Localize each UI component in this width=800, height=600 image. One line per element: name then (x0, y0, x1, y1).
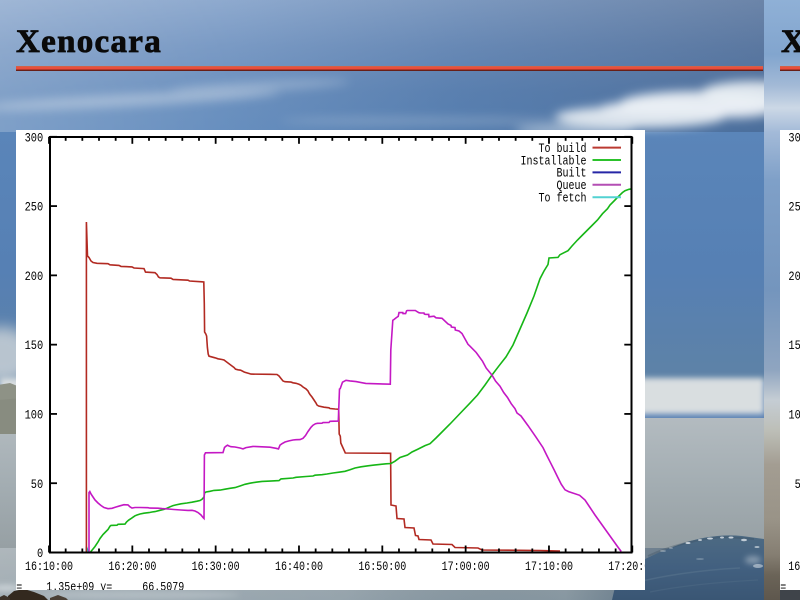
svg-text:0: 0 (37, 547, 43, 561)
svg-text:300: 300 (788, 131, 800, 145)
svg-text:50: 50 (795, 478, 800, 492)
svg-text:250: 250 (25, 201, 44, 215)
svg-text:16:50:00: 16:50:00 (358, 560, 406, 574)
svg-text:100: 100 (788, 408, 800, 422)
svg-text:16:10:00: 16:10:00 (788, 560, 800, 574)
svg-text:200: 200 (25, 270, 44, 284)
svg-text:100: 100 (25, 408, 44, 422)
svg-text:x= 1.35e+09: x= 1.35e+09 (780, 580, 800, 590)
svg-text:300: 300 (25, 131, 44, 145)
svg-text:200: 200 (788, 270, 800, 284)
svg-text:250: 250 (788, 201, 800, 215)
svg-text:16:20:00: 16:20:00 (108, 560, 156, 574)
svg-text:16:10:00: 16:10:00 (25, 560, 73, 574)
svg-text:150: 150 (788, 339, 800, 353)
svg-text:16:30:00: 16:30:00 (192, 560, 240, 574)
svg-text:17:10:00: 17:10:00 (525, 560, 573, 574)
svg-text:17:20:00: 17:20:00 (608, 560, 645, 574)
svg-text:To build: To build (539, 142, 587, 156)
svg-text:To fetch: To fetch (539, 192, 587, 206)
svg-text:16:40:00: 16:40:00 (275, 560, 323, 574)
svg-text:150: 150 (25, 339, 44, 353)
svg-text:17:00:00: 17:00:00 (442, 560, 490, 574)
svg-text:Built: Built (557, 167, 587, 181)
svg-text:Installable: Installable (521, 154, 587, 168)
svg-text:50: 50 (31, 478, 43, 492)
svg-text:Queue: Queue (557, 179, 587, 193)
svg-text:x= 1.35e+09 y= 66.5079: x= 1.35e+09 y= 66.5079 (16, 580, 184, 590)
